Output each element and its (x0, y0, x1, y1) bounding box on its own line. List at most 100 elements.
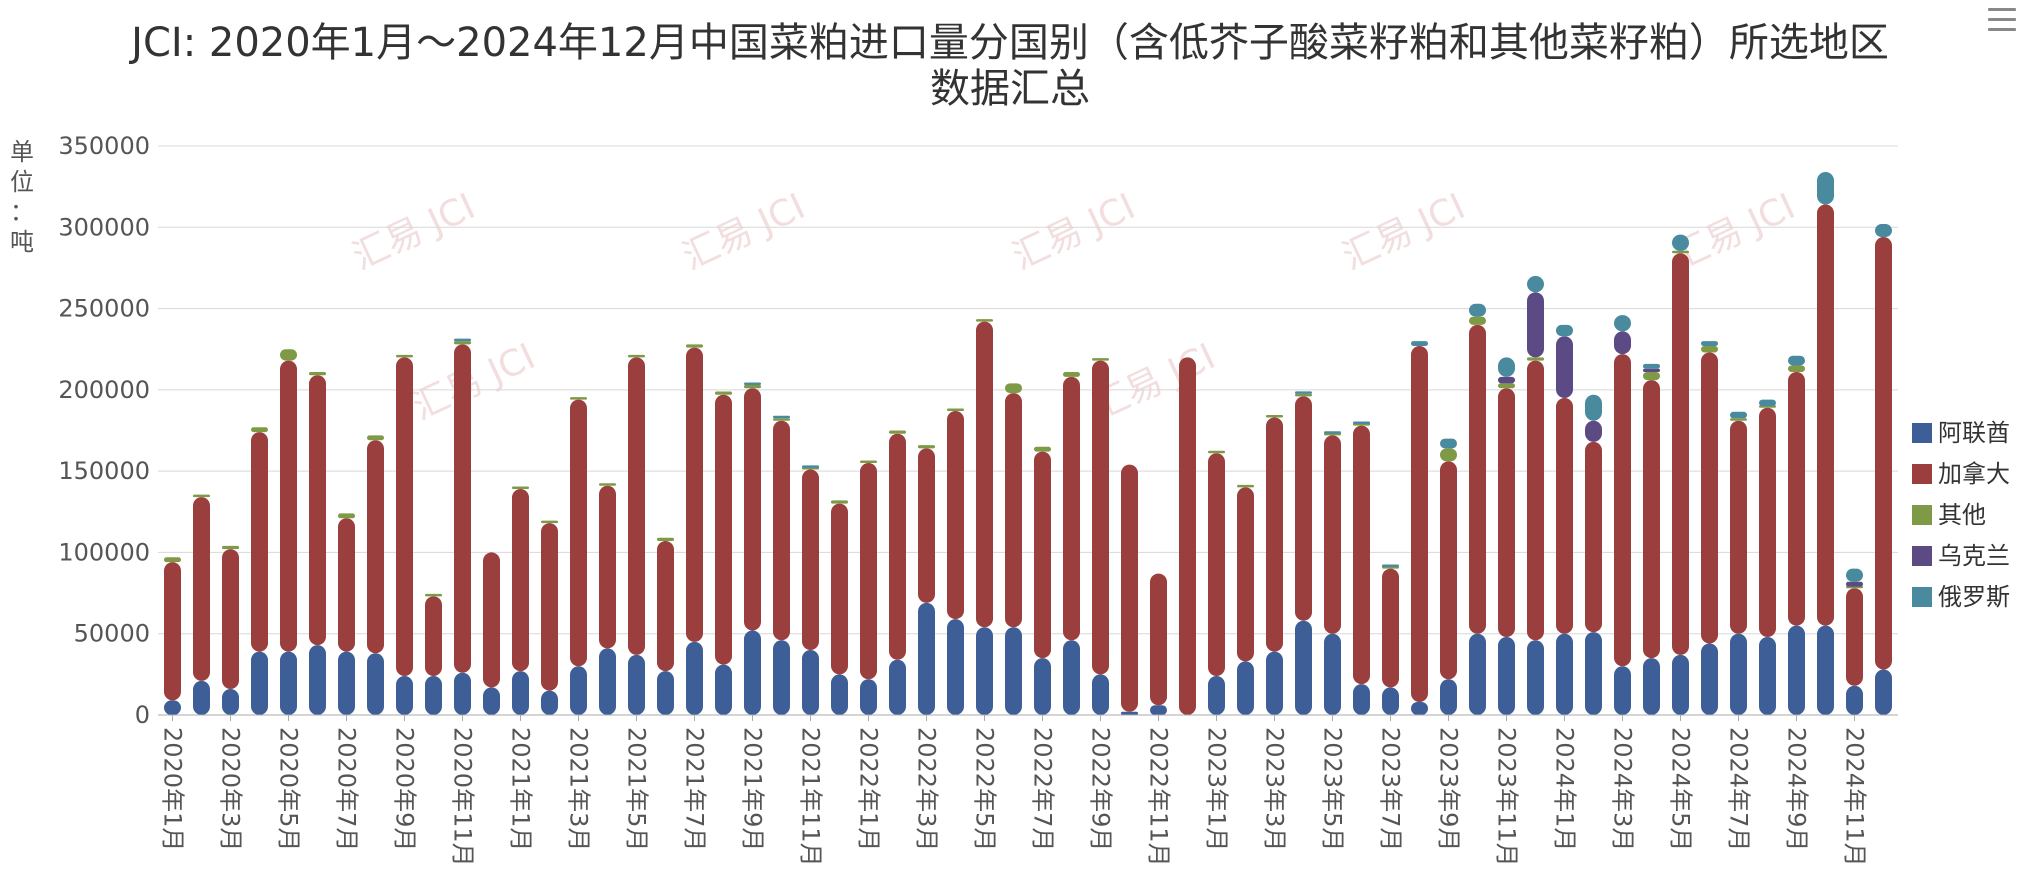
bar-segment[interactable] (1701, 352, 1718, 644)
bar-segment[interactable] (1266, 417, 1283, 652)
bar-segment[interactable] (541, 520, 558, 524)
bar-segment[interactable] (657, 537, 674, 542)
bar-segment[interactable] (773, 415, 790, 419)
bar-segment[interactable] (1701, 341, 1718, 346)
bar-segment[interactable] (1266, 414, 1283, 418)
bar-segment[interactable] (338, 518, 355, 652)
bar-segment[interactable] (628, 354, 645, 358)
bar-segment[interactable] (1469, 303, 1486, 317)
bar-segment[interactable] (1295, 393, 1312, 397)
bar-segment[interactable] (1788, 371, 1805, 626)
bar-segment[interactable] (918, 445, 935, 449)
bar-segment[interactable] (193, 497, 210, 681)
bar-segment[interactable] (541, 523, 558, 691)
bar-segment[interactable] (1730, 420, 1747, 634)
bar-segment[interactable] (1063, 371, 1080, 377)
bar-segment[interactable] (831, 674, 848, 715)
bar-segment[interactable] (947, 619, 964, 715)
bar-segment[interactable] (1237, 487, 1254, 662)
bar-segment[interactable] (976, 321, 993, 628)
bar-segment[interactable] (1846, 568, 1863, 582)
bar-segment[interactable] (1643, 380, 1660, 659)
bar-segment[interactable] (1469, 324, 1486, 634)
bar-segment[interactable] (860, 463, 877, 680)
bar-segment[interactable] (193, 680, 210, 715)
bar-segment[interactable] (1614, 331, 1631, 355)
bar-segment[interactable] (831, 503, 848, 675)
bar-segment[interactable] (1498, 376, 1515, 384)
bar-segment[interactable] (1353, 684, 1370, 715)
bar-segment[interactable] (1585, 394, 1602, 421)
bar-segment[interactable] (1382, 687, 1399, 715)
bar-segment[interactable] (1324, 435, 1341, 634)
legend-item[interactable]: 乌克兰 (1912, 542, 2010, 570)
bar-segment[interactable] (1498, 383, 1515, 389)
bar-segment[interactable] (1730, 418, 1747, 421)
bar-segment[interactable] (367, 435, 384, 441)
bar-segment[interactable] (425, 593, 442, 597)
bar-segment[interactable] (1556, 324, 1573, 337)
bar-segment[interactable] (1237, 661, 1254, 715)
bar-segment[interactable] (773, 418, 790, 421)
bar-segment[interactable] (1672, 654, 1689, 715)
bar-segment[interactable] (251, 427, 268, 433)
bar-segment[interactable] (802, 469, 819, 650)
bar-segment[interactable] (1005, 383, 1022, 394)
bar-segment[interactable] (1324, 633, 1341, 715)
bar-segment[interactable] (686, 347, 703, 642)
bar-segment[interactable] (628, 357, 645, 655)
bar-segment[interactable] (1527, 360, 1544, 641)
bar-segment[interactable] (1382, 564, 1399, 568)
bar-segment[interactable] (1614, 666, 1631, 715)
bar-segment[interactable] (483, 552, 500, 688)
bar-segment[interactable] (1034, 446, 1051, 452)
bar-segment[interactable] (1527, 292, 1544, 358)
bar-segment[interactable] (889, 659, 906, 715)
bar-segment[interactable] (309, 375, 326, 646)
bar-segment[interactable] (1875, 224, 1892, 238)
bar-segment[interactable] (454, 341, 471, 345)
bar-segment[interactable] (773, 640, 790, 715)
bar-segment[interactable] (1585, 420, 1602, 442)
bar-segment[interactable] (222, 688, 239, 715)
bar-segment[interactable] (1295, 396, 1312, 621)
bar-segment[interactable] (222, 549, 239, 689)
bar-segment[interactable] (1353, 425, 1370, 685)
bar-segment[interactable] (280, 349, 297, 361)
bar-segment[interactable] (280, 360, 297, 652)
bar-segment[interactable] (1092, 358, 1109, 361)
bar-segment[interactable] (1295, 391, 1312, 394)
bar-segment[interactable] (1382, 568, 1399, 688)
bar-segment[interactable] (715, 391, 732, 395)
bar-segment[interactable] (367, 440, 384, 654)
bar-segment[interactable] (1846, 685, 1863, 715)
bar-segment[interactable] (338, 651, 355, 715)
bar-segment[interactable] (889, 430, 906, 434)
bar-segment[interactable] (1469, 633, 1486, 715)
bar-segment[interactable] (773, 420, 790, 641)
bar-segment[interactable] (570, 666, 587, 715)
bar-segment[interactable] (1817, 204, 1834, 626)
bar-segment[interactable] (222, 545, 239, 550)
bar-segment[interactable] (1730, 633, 1747, 715)
bar-segment[interactable] (1846, 581, 1863, 587)
bar-segment[interactable] (1643, 368, 1660, 372)
bar-segment[interactable] (860, 679, 877, 715)
bar-segment[interactable] (541, 690, 558, 715)
bar-segment[interactable] (1237, 484, 1254, 488)
bar-segment[interactable] (657, 541, 674, 672)
bar-segment[interactable] (1817, 172, 1834, 205)
bar-segment[interactable] (251, 432, 268, 652)
legend-item[interactable]: 其他 (1912, 501, 1986, 529)
menu-icon[interactable] (1988, 8, 2016, 34)
bar-segment[interactable] (280, 651, 297, 715)
bar-segment[interactable] (599, 648, 616, 715)
bar-segment[interactable] (1817, 625, 1834, 715)
bar-segment[interactable] (1614, 315, 1631, 332)
bar-segment[interactable] (396, 357, 413, 676)
bar-segment[interactable] (512, 486, 529, 490)
bar-segment[interactable] (918, 602, 935, 715)
bar-segment[interactable] (1440, 448, 1457, 462)
bar-segment[interactable] (367, 653, 384, 715)
bar-segment[interactable] (1121, 711, 1138, 715)
